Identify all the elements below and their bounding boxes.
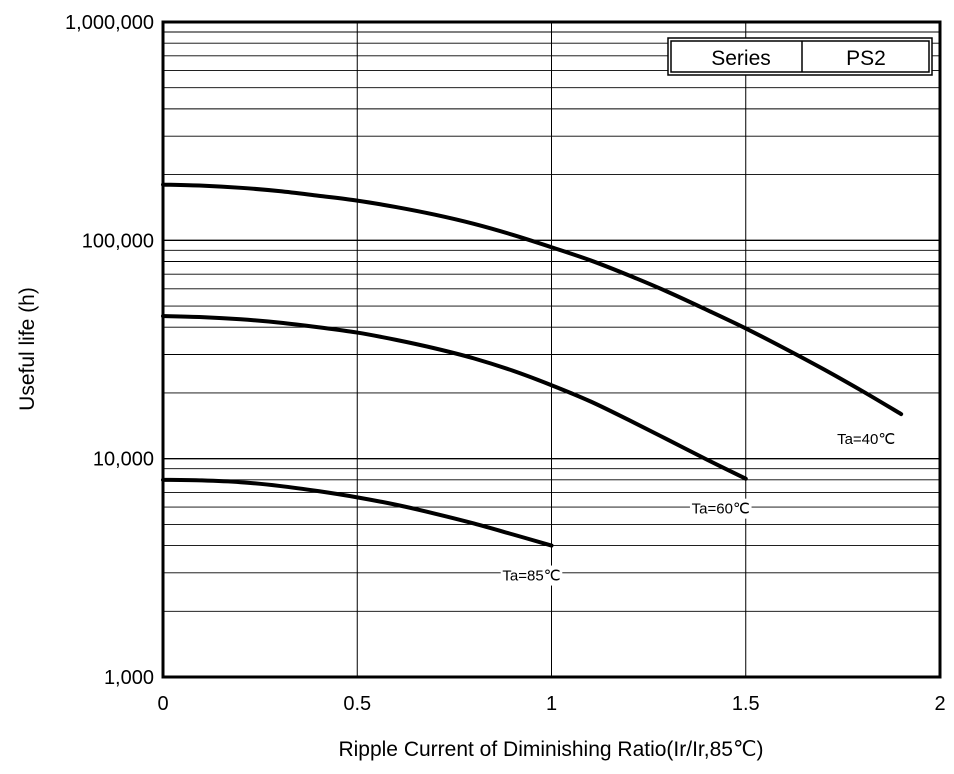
grid	[163, 22, 940, 677]
tick-labels: 0 0.5 1 1.5 2 1,000 10,000 100,000 1,000,000	[65, 12, 946, 715]
legend-key: Series	[711, 47, 771, 70]
series-label-bg	[835, 429, 897, 450]
plot-frame	[161, 20, 942, 679]
x-tick-label: 1.5	[732, 693, 760, 715]
legend-box-inner	[670, 40, 930, 73]
y-tick-label: 1,000	[104, 667, 154, 689]
series-line	[161, 477, 554, 548]
x-tick-label: 1	[546, 693, 557, 715]
x-axis-label: Ripple Current of Diminishing Ratio(Ir/I…	[338, 738, 763, 761]
series-label-bg	[500, 565, 563, 586]
y-tick-label: 1,000,000	[65, 12, 154, 34]
legend-value: PS2	[846, 47, 886, 70]
y-axis-label: Useful life (h)	[16, 287, 39, 411]
series-line	[161, 314, 748, 481]
legend-table: Series PS2	[667, 37, 933, 76]
series-label: Ta=40℃	[837, 431, 895, 448]
x-tick-label: 0	[157, 693, 168, 715]
y-tick-label: 10,000	[93, 449, 154, 471]
series-labels: Ta=40℃ Ta=60℃ Ta=85℃	[500, 429, 897, 586]
legend-box	[667, 37, 933, 76]
series-lines	[161, 182, 904, 548]
x-tick-label: 2	[934, 693, 945, 715]
series-label: Ta=60℃	[692, 501, 750, 518]
y-tick-label: 100,000	[82, 230, 154, 252]
series-line	[161, 182, 904, 417]
x-tick-label: 0.5	[343, 693, 371, 715]
series-label-bg	[689, 498, 752, 519]
series-label: Ta=85℃	[502, 568, 560, 585]
